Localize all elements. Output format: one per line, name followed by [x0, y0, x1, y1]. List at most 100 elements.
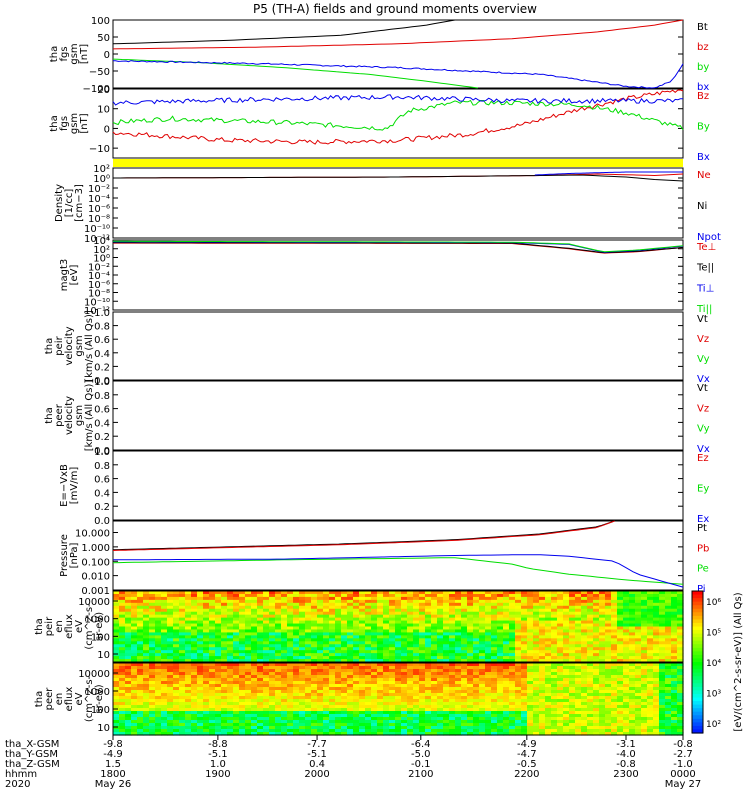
- heatmap-cell: [173, 644, 180, 648]
- heatmap-cell: [605, 635, 612, 639]
- heatmap-cell: [347, 591, 354, 595]
- heatmap-cell: [443, 729, 450, 733]
- heatmap-cell: [515, 663, 522, 667]
- heatmap-cell: [443, 593, 450, 598]
- heatmap-cell: [263, 626, 270, 631]
- heatmap-cell: [275, 702, 282, 706]
- heatmap-cell: [653, 602, 660, 607]
- heatmap-cell: [161, 690, 168, 694]
- heatmap-cell: [677, 714, 684, 718]
- heatmap-cell: [455, 623, 462, 628]
- heatmap-cell: [653, 635, 660, 639]
- heatmap-cell: [419, 663, 426, 667]
- heatmap-cell: [131, 617, 138, 622]
- heatmap-cell: [665, 659, 672, 663]
- heatmap-cell: [407, 708, 414, 712]
- heatmap-cell: [317, 656, 324, 660]
- heatmap-cell: [443, 663, 450, 667]
- heatmap-cell: [563, 659, 570, 663]
- heatmap-cell: [461, 659, 468, 663]
- heatmap-cell: [191, 638, 198, 642]
- heatmap-cell: [113, 696, 120, 700]
- heatmap-cell: [431, 681, 438, 685]
- heatmap-cell: [245, 632, 252, 636]
- heatmap-cell: [587, 623, 594, 628]
- heatmap-cell: [413, 608, 420, 613]
- heatmap-cell: [407, 666, 414, 670]
- heatmap-cell: [341, 611, 348, 616]
- heatmap-cell: [173, 732, 180, 736]
- heatmap-cell: [113, 729, 120, 733]
- heatmap-cell: [323, 681, 330, 685]
- heatmap-cell: [479, 669, 486, 673]
- heatmap-cell: [287, 591, 294, 595]
- footer-value: 1800: [100, 769, 125, 780]
- heatmap-cell: [677, 693, 684, 697]
- heatmap-cell: [575, 717, 582, 721]
- heatmap-cell: [563, 663, 570, 667]
- heatmap-cell: [653, 714, 660, 718]
- heatmap-cell: [341, 596, 348, 601]
- heatmap-cell: [113, 638, 120, 642]
- heatmap-cell: [305, 699, 312, 703]
- heatmap-cell: [581, 693, 588, 697]
- heatmap-cell: [341, 726, 348, 730]
- heatmap-cell: [137, 681, 144, 685]
- heatmap-cell: [425, 605, 432, 610]
- heatmap-cell: [341, 681, 348, 685]
- y-axis-label-line: fgs: [59, 116, 70, 131]
- heatmap-cell: [281, 732, 288, 736]
- heatmap-cell: [179, 732, 186, 736]
- y-axis-label-line: tha: [34, 618, 45, 634]
- heatmap-cell: [557, 669, 564, 673]
- heatmap-cell: [593, 599, 600, 604]
- footer: tha_X-GSM -9.8 -8.8 -7.7 -6.4 -4.9 -3.1 -0.8tha…: [5, 735, 701, 790]
- heatmap-cell: [305, 693, 312, 697]
- heatmap-cell: [623, 711, 630, 715]
- heatmap-cell: [323, 675, 330, 679]
- heatmap-cell: [641, 653, 648, 657]
- heatmap-cell: [539, 653, 546, 657]
- heatmap-cell: [527, 605, 534, 610]
- heatmap-cell: [467, 629, 474, 634]
- y-axis-label-line: magt3: [59, 259, 70, 292]
- heatmap-cell: [329, 693, 336, 697]
- heatmap-cell: [221, 687, 228, 691]
- heatmap-cell: [185, 605, 192, 610]
- heatmap-cell: [131, 608, 138, 613]
- heatmap-cell: [605, 656, 612, 660]
- heatmap-cell: [431, 732, 438, 736]
- y-tick-label: 10⁻⁶: [88, 280, 110, 291]
- heatmap-cell: [137, 723, 144, 727]
- heatmap-cell: [173, 672, 180, 676]
- heatmap-cell: [503, 663, 510, 667]
- heatmap-cell: [467, 723, 474, 727]
- heatmap-cell: [473, 629, 480, 634]
- heatmap-cell: [467, 617, 474, 622]
- heatmap-cell: [281, 602, 288, 607]
- heatmap-cell: [557, 617, 564, 622]
- y-axis-label: magt3 [eV]: [59, 259, 80, 292]
- footer-row-label: tha_Z-GSM: [5, 759, 60, 770]
- heatmap-cell: [299, 659, 306, 663]
- heatmap-cell: [185, 626, 192, 631]
- heatmap-cell: [143, 693, 150, 697]
- footer-value: -5.1: [208, 749, 228, 760]
- heatmap-cell: [611, 726, 618, 730]
- heatmap-cell: [515, 666, 522, 670]
- heatmap-cell: [437, 726, 444, 730]
- heatmap-cell: [671, 711, 678, 715]
- heatmap-cell: [605, 608, 612, 613]
- heatmap-cell: [623, 626, 630, 631]
- heatmap-cell: [569, 617, 576, 622]
- heatmap-cell: [599, 711, 606, 715]
- heatmap-cell: [167, 702, 174, 706]
- heatmap-cell: [431, 678, 438, 682]
- heatmap-cell: [245, 659, 252, 663]
- heatmap-cell: [353, 629, 360, 634]
- heatmap-cell: [377, 605, 384, 610]
- heatmap-cell: [587, 723, 594, 727]
- heatmap-cell: [245, 629, 252, 634]
- heatmap-cell: [383, 699, 390, 703]
- heatmap-cell: [521, 711, 528, 715]
